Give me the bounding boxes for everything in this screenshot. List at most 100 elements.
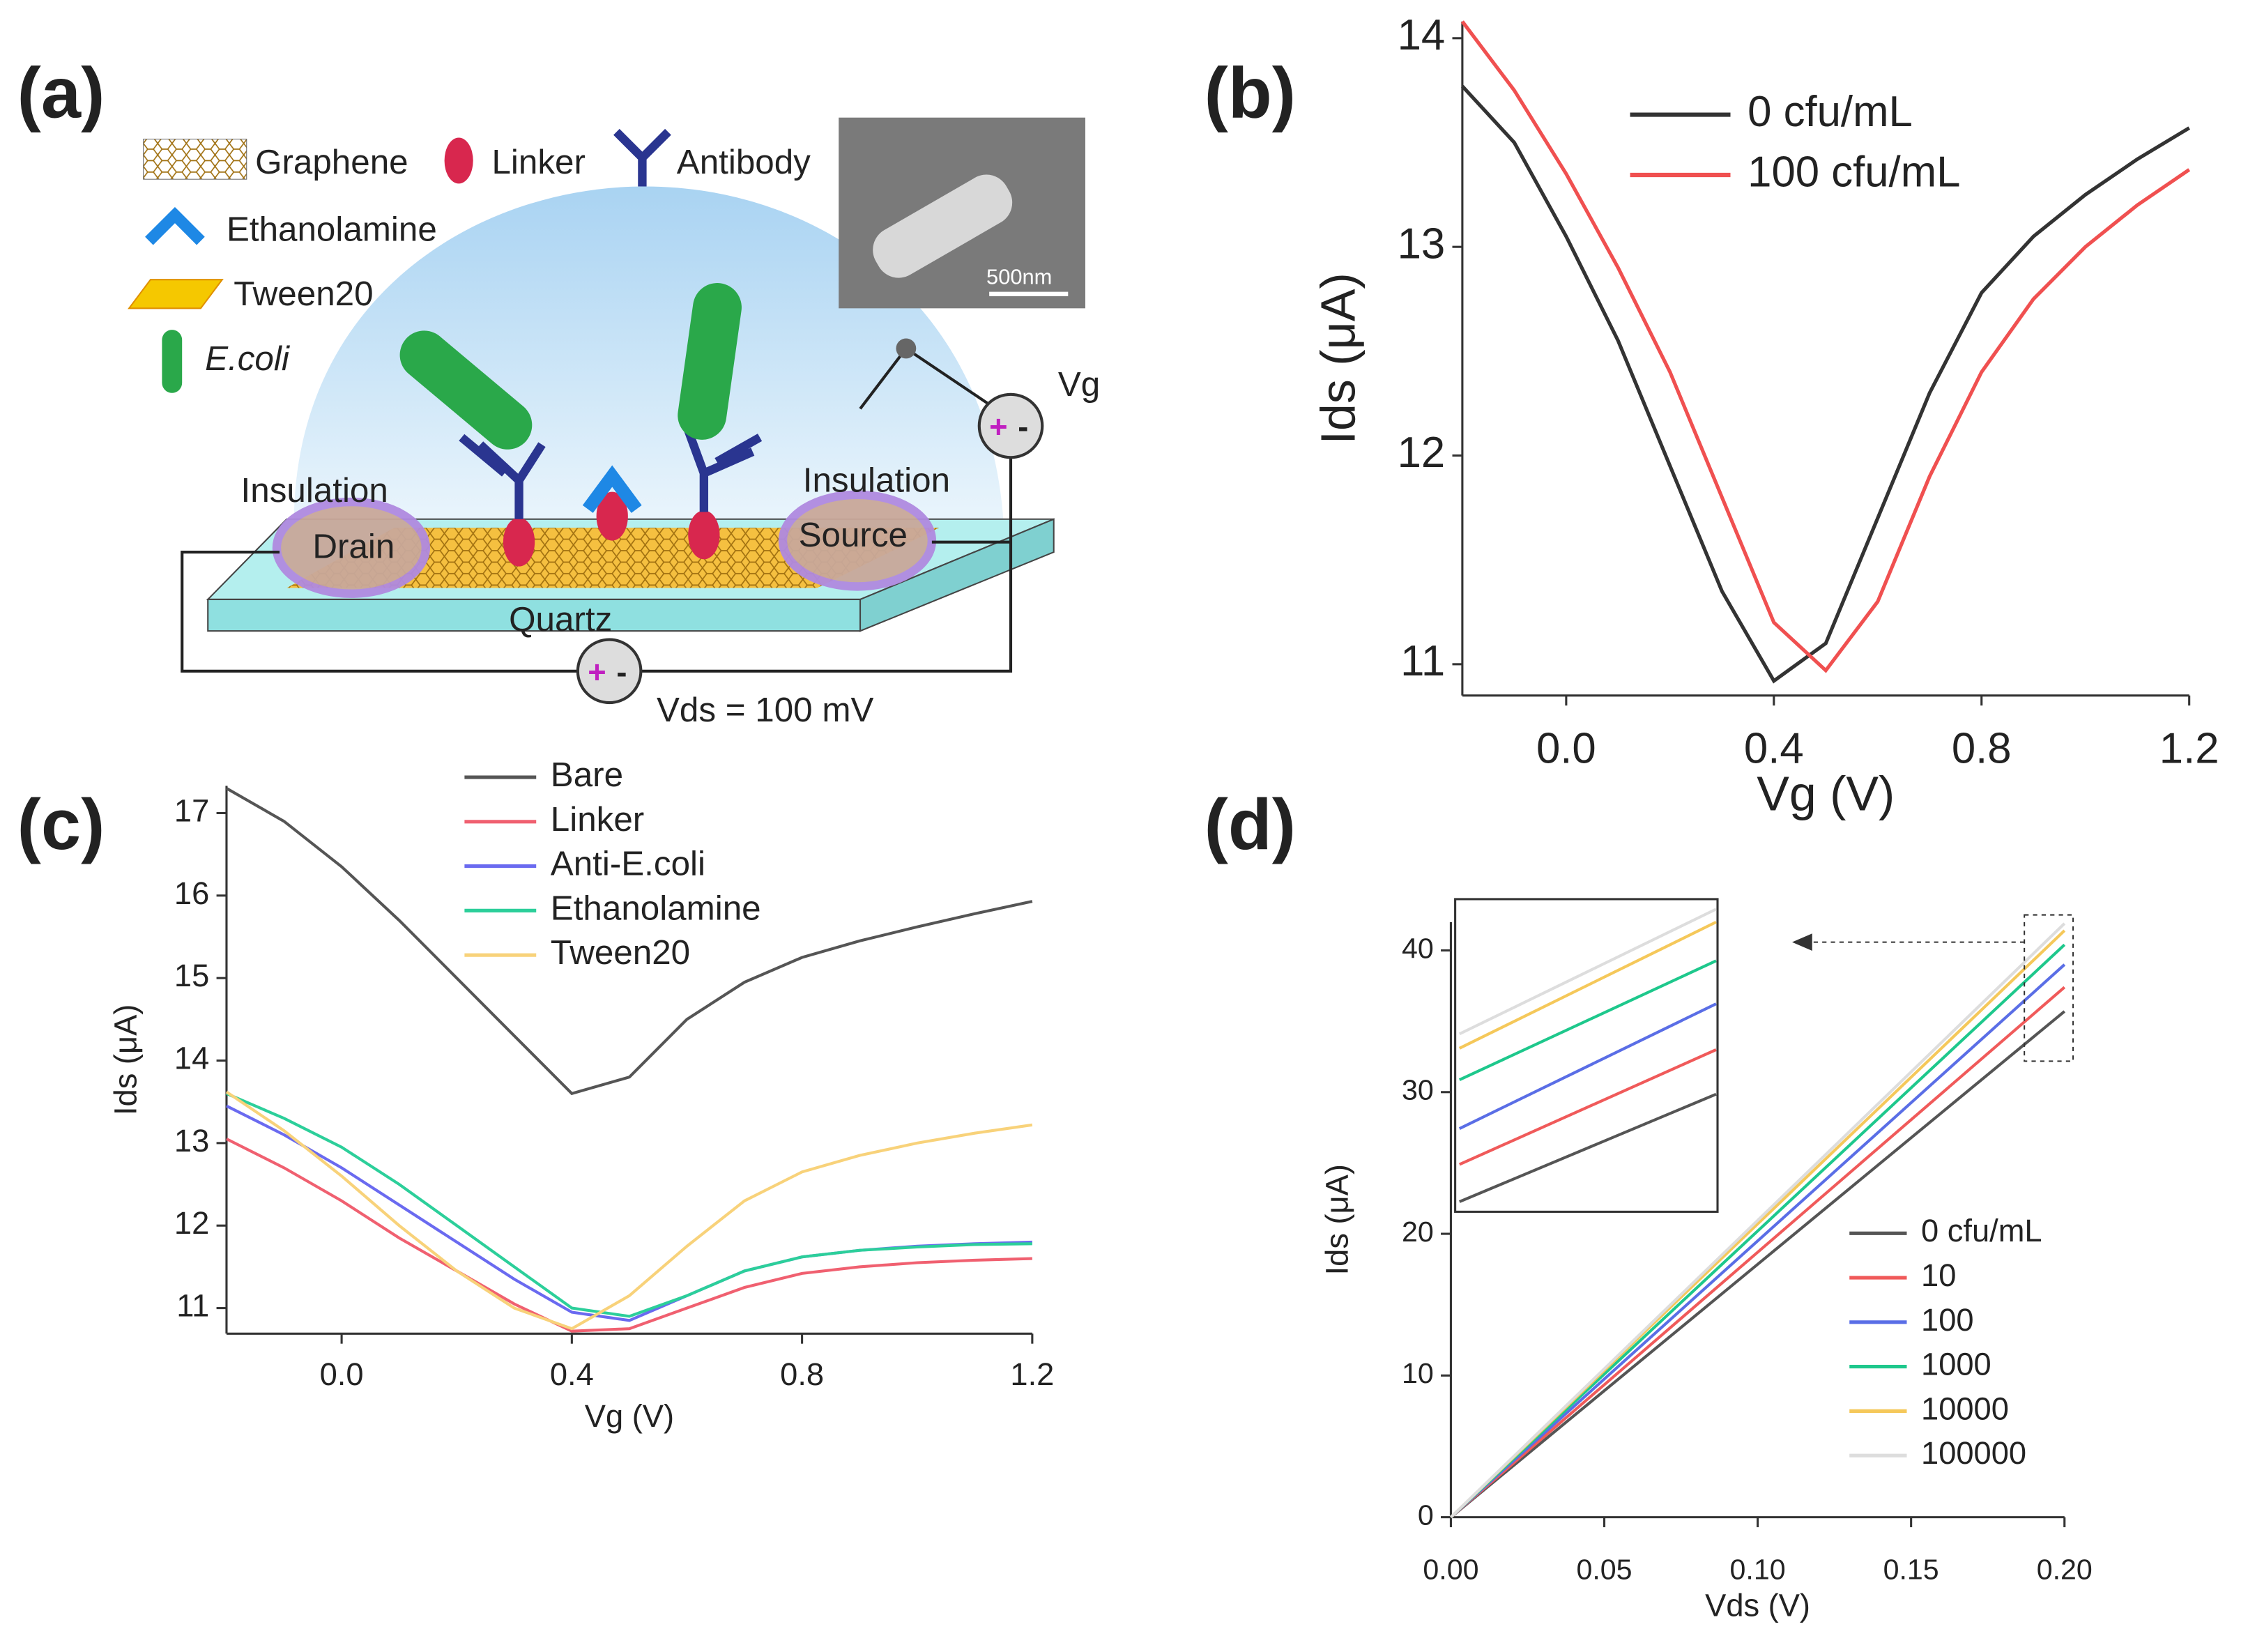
legend-text: Ethanolamine bbox=[227, 211, 437, 249]
legend-label: Bare bbox=[551, 756, 623, 794]
device-diagram: + - + - 500nm Graphene Linker Antibody E… bbox=[128, 117, 1100, 729]
panel-label: (d) bbox=[1205, 784, 1296, 864]
inset-line bbox=[1458, 1048, 1717, 1166]
plus: + bbox=[989, 408, 1007, 444]
e-coli bbox=[678, 283, 742, 440]
vds-label: Vds = 100 mV bbox=[657, 691, 873, 729]
y-tick-label: 40 bbox=[1402, 932, 1434, 964]
ethanolamine bbox=[582, 465, 642, 513]
y-tick-label: 17 bbox=[174, 793, 209, 828]
ethanolamine-icon bbox=[145, 206, 205, 245]
minus: - bbox=[616, 654, 627, 689]
inset-line bbox=[1458, 959, 1717, 1082]
legend-label: 0 cfu/mL bbox=[1748, 88, 1913, 136]
x-tick-label: 1.2 bbox=[2159, 724, 2219, 772]
y-axis-label: Ids (μA) bbox=[1311, 273, 1366, 444]
y-axis-label: Ids (μA) bbox=[1319, 1164, 1354, 1275]
legend-text: E.coli bbox=[205, 339, 291, 378]
x-tick-label: 0.8 bbox=[780, 1356, 824, 1392]
quartz-side bbox=[859, 518, 1055, 632]
panel-label: (a) bbox=[17, 53, 105, 133]
y-axis-label: Ids (μA) bbox=[107, 1004, 143, 1115]
linker bbox=[503, 517, 535, 567]
legend-label: Ethanolamine bbox=[551, 889, 761, 927]
inset-line bbox=[1458, 1002, 1717, 1130]
data-line bbox=[225, 1090, 1033, 1331]
tween-icon bbox=[128, 279, 224, 309]
linker bbox=[596, 491, 628, 541]
charts: 0.0 0.4 0.8 1.2 11 12 13 14 Vg (V) Ids (μA) 0 cfu/… bbox=[107, 11, 2219, 1623]
panel-label: (c) bbox=[17, 784, 105, 864]
zoom-inset bbox=[1454, 898, 2074, 1213]
antibody bbox=[684, 429, 763, 512]
x-tick-label: 0.05 bbox=[1576, 1554, 1632, 1586]
y-tick-label: 16 bbox=[174, 875, 209, 911]
y-tick-label: 0 bbox=[1418, 1499, 1434, 1531]
plus: + bbox=[588, 654, 606, 689]
linker-icon bbox=[444, 137, 473, 184]
data-line bbox=[226, 1092, 1032, 1318]
drain-label: Drain bbox=[312, 527, 395, 565]
data-line bbox=[1450, 922, 2066, 1519]
drain-electrode bbox=[272, 497, 431, 598]
x-tick-label: 0.8 bbox=[1952, 724, 2012, 772]
x-axis-label: Vds (V) bbox=[1705, 1588, 1810, 1623]
insulation-label: Insulation bbox=[241, 471, 388, 510]
y-tick-label: 12 bbox=[1398, 429, 1446, 477]
legend-text: Antibody bbox=[677, 143, 811, 181]
data-line bbox=[225, 787, 1033, 1096]
y-tick-label: 11 bbox=[176, 1288, 209, 1324]
ecoli-icon bbox=[162, 330, 183, 393]
legend-label: 10 bbox=[1921, 1257, 1956, 1293]
y-tick-label: 12 bbox=[174, 1205, 209, 1241]
inset-frame bbox=[1454, 898, 1719, 1213]
probe-tip bbox=[896, 338, 917, 359]
x-tick-label: 0.4 bbox=[1744, 724, 1804, 772]
legend-label: 100 bbox=[1921, 1302, 1973, 1338]
legend-label: Tween20 bbox=[551, 933, 690, 972]
linker bbox=[688, 510, 720, 560]
minus: - bbox=[1018, 408, 1028, 444]
antibody bbox=[459, 434, 546, 519]
legend-label: 10000 bbox=[1921, 1391, 2009, 1426]
y-tick-label: 15 bbox=[174, 958, 209, 993]
zoom-region bbox=[2024, 914, 2074, 1062]
x-tick-label: 0.0 bbox=[1536, 724, 1596, 772]
y-tick-label: 30 bbox=[1402, 1074, 1434, 1106]
source-label: Source bbox=[799, 516, 908, 554]
data-line bbox=[1461, 84, 2190, 684]
data-line bbox=[226, 1104, 1032, 1322]
vg-label: Vg bbox=[1058, 365, 1100, 404]
legend-text: Graphene bbox=[255, 143, 408, 181]
y-tick-label: 14 bbox=[1398, 11, 1446, 59]
x-tick-label: 0.00 bbox=[1423, 1554, 1478, 1586]
x-tick-label: 0.4 bbox=[550, 1356, 594, 1392]
y-tick-label: 20 bbox=[1402, 1216, 1434, 1248]
data-line bbox=[1450, 963, 2066, 1519]
data-line bbox=[1450, 943, 2066, 1519]
data-line bbox=[226, 1138, 1032, 1333]
legend-label: 100 cfu/mL bbox=[1748, 148, 1960, 196]
graphene-lattice bbox=[286, 528, 940, 588]
legend-text: Tween20 bbox=[234, 275, 373, 313]
insulation-label: Insulation bbox=[803, 461, 950, 500]
scale-bar-label: 500nm bbox=[986, 264, 1052, 289]
inset-line bbox=[1458, 908, 1717, 1036]
inset-line bbox=[1458, 920, 1717, 1050]
droplet bbox=[293, 186, 1004, 523]
y-tick-label: 11 bbox=[1400, 637, 1445, 685]
y-tick-label: 13 bbox=[174, 1123, 209, 1158]
y-tick-label: 13 bbox=[1398, 220, 1446, 268]
x-tick-label: 0.15 bbox=[1883, 1554, 1939, 1586]
panel-label: (b) bbox=[1205, 53, 1296, 133]
antibody-icon bbox=[613, 128, 671, 187]
quartz-label: Quartz bbox=[509, 600, 612, 638]
e-coli bbox=[399, 330, 533, 450]
legend-label: Linker bbox=[551, 800, 644, 839]
legend-label: 100000 bbox=[1921, 1435, 2026, 1471]
x-axis-label: Vg (V) bbox=[1757, 766, 1895, 820]
x-tick-label: 1.2 bbox=[1010, 1356, 1054, 1392]
y-tick-label: 10 bbox=[1402, 1357, 1434, 1389]
